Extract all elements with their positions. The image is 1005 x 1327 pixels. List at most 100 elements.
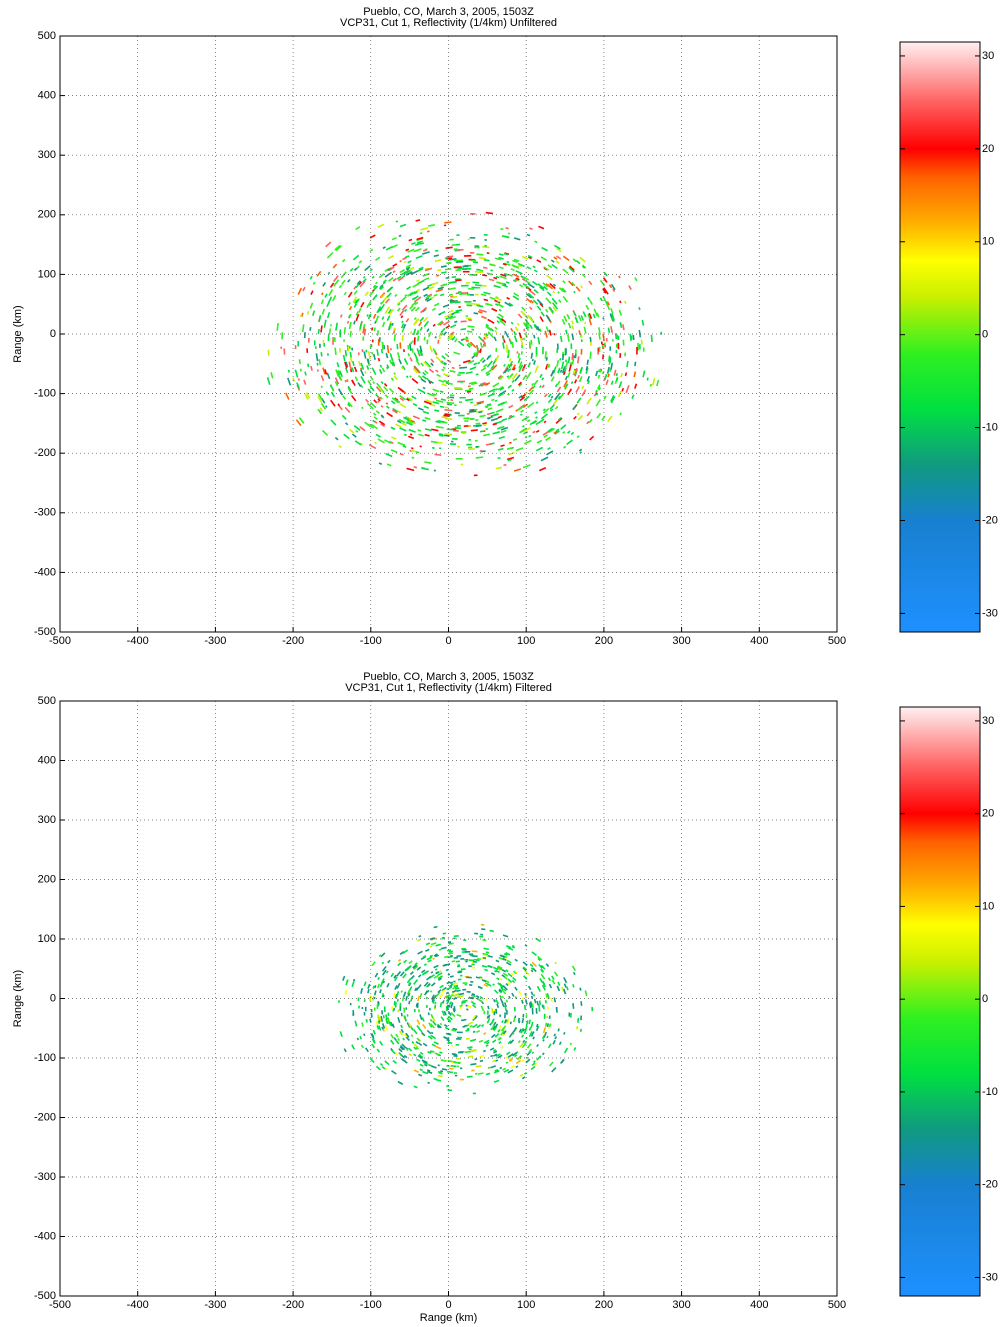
echo (449, 369, 456, 373)
echo (496, 300, 500, 303)
echo (498, 956, 505, 961)
echo (431, 996, 436, 1003)
echo (497, 456, 501, 460)
echo (483, 433, 491, 437)
echo (536, 439, 543, 444)
echo (591, 1006, 594, 1012)
echo (472, 299, 476, 302)
echo (497, 965, 503, 970)
echo (520, 310, 527, 317)
echo (460, 320, 467, 323)
echo (451, 1029, 455, 1032)
echo (495, 1059, 499, 1062)
echo (406, 398, 410, 402)
echo (437, 972, 443, 976)
echo (545, 356, 548, 361)
echo (474, 284, 483, 287)
echo (397, 962, 402, 967)
echo (423, 361, 430, 368)
echo (410, 447, 414, 450)
echo (419, 1054, 423, 1058)
echo (503, 1019, 507, 1024)
echo (503, 367, 509, 374)
echo (439, 293, 445, 297)
echo (450, 1065, 457, 1068)
echo (332, 337, 334, 345)
echo (537, 955, 543, 961)
echo (399, 403, 407, 409)
echo (446, 261, 452, 265)
echo (589, 351, 592, 359)
y-tick-label: -100 (34, 388, 56, 400)
echo (558, 287, 564, 292)
echo (469, 408, 475, 411)
echo (360, 376, 366, 384)
echo (335, 245, 343, 252)
echo (318, 315, 322, 322)
echo (420, 1032, 425, 1037)
echo (572, 971, 576, 976)
echo (531, 382, 535, 387)
echo (419, 1014, 423, 1021)
echo (562, 280, 566, 284)
echo (438, 993, 444, 1000)
echo (581, 389, 587, 397)
axes-frame (59, 35, 838, 633)
echo (497, 385, 504, 391)
echo (434, 954, 439, 958)
echo (429, 345, 433, 353)
echo (373, 327, 376, 332)
echo (626, 360, 629, 368)
echo (514, 958, 518, 962)
echo (410, 266, 415, 270)
echo (517, 405, 524, 411)
echo (533, 334, 536, 339)
echo (537, 957, 541, 962)
echo (505, 281, 510, 284)
echo (452, 1007, 456, 1013)
echo (543, 393, 548, 398)
echo (369, 401, 377, 409)
echo (491, 1018, 495, 1024)
echo (371, 275, 375, 279)
echo (500, 444, 505, 448)
echo (463, 337, 469, 340)
echo (334, 377, 340, 385)
echo (457, 971, 462, 974)
echo (526, 1056, 529, 1060)
echo (476, 304, 484, 308)
echo (432, 957, 435, 960)
echo (515, 270, 523, 275)
echo (361, 349, 364, 353)
echo (455, 1043, 460, 1046)
echo (468, 424, 472, 427)
echo (413, 337, 416, 345)
echo (417, 429, 422, 432)
echo (461, 284, 469, 287)
echo (511, 388, 515, 392)
echo (373, 399, 378, 404)
echo (514, 1015, 517, 1018)
echo (428, 381, 432, 384)
echo (390, 400, 396, 405)
echo (396, 343, 399, 350)
echo (349, 1002, 352, 1006)
echo (379, 364, 383, 368)
echo (542, 407, 550, 414)
echo (437, 1071, 443, 1074)
echo (504, 1005, 507, 1011)
echo (554, 396, 558, 401)
echo (528, 256, 532, 260)
echo (372, 284, 377, 289)
echo (499, 275, 507, 280)
echo (416, 1058, 421, 1063)
echo (475, 349, 481, 358)
echo (372, 996, 375, 1001)
echo (359, 322, 363, 330)
echo (457, 291, 462, 293)
echo (600, 341, 603, 345)
echo (598, 332, 601, 340)
echo (538, 467, 547, 472)
echo (330, 419, 337, 426)
echo (548, 1015, 551, 1019)
